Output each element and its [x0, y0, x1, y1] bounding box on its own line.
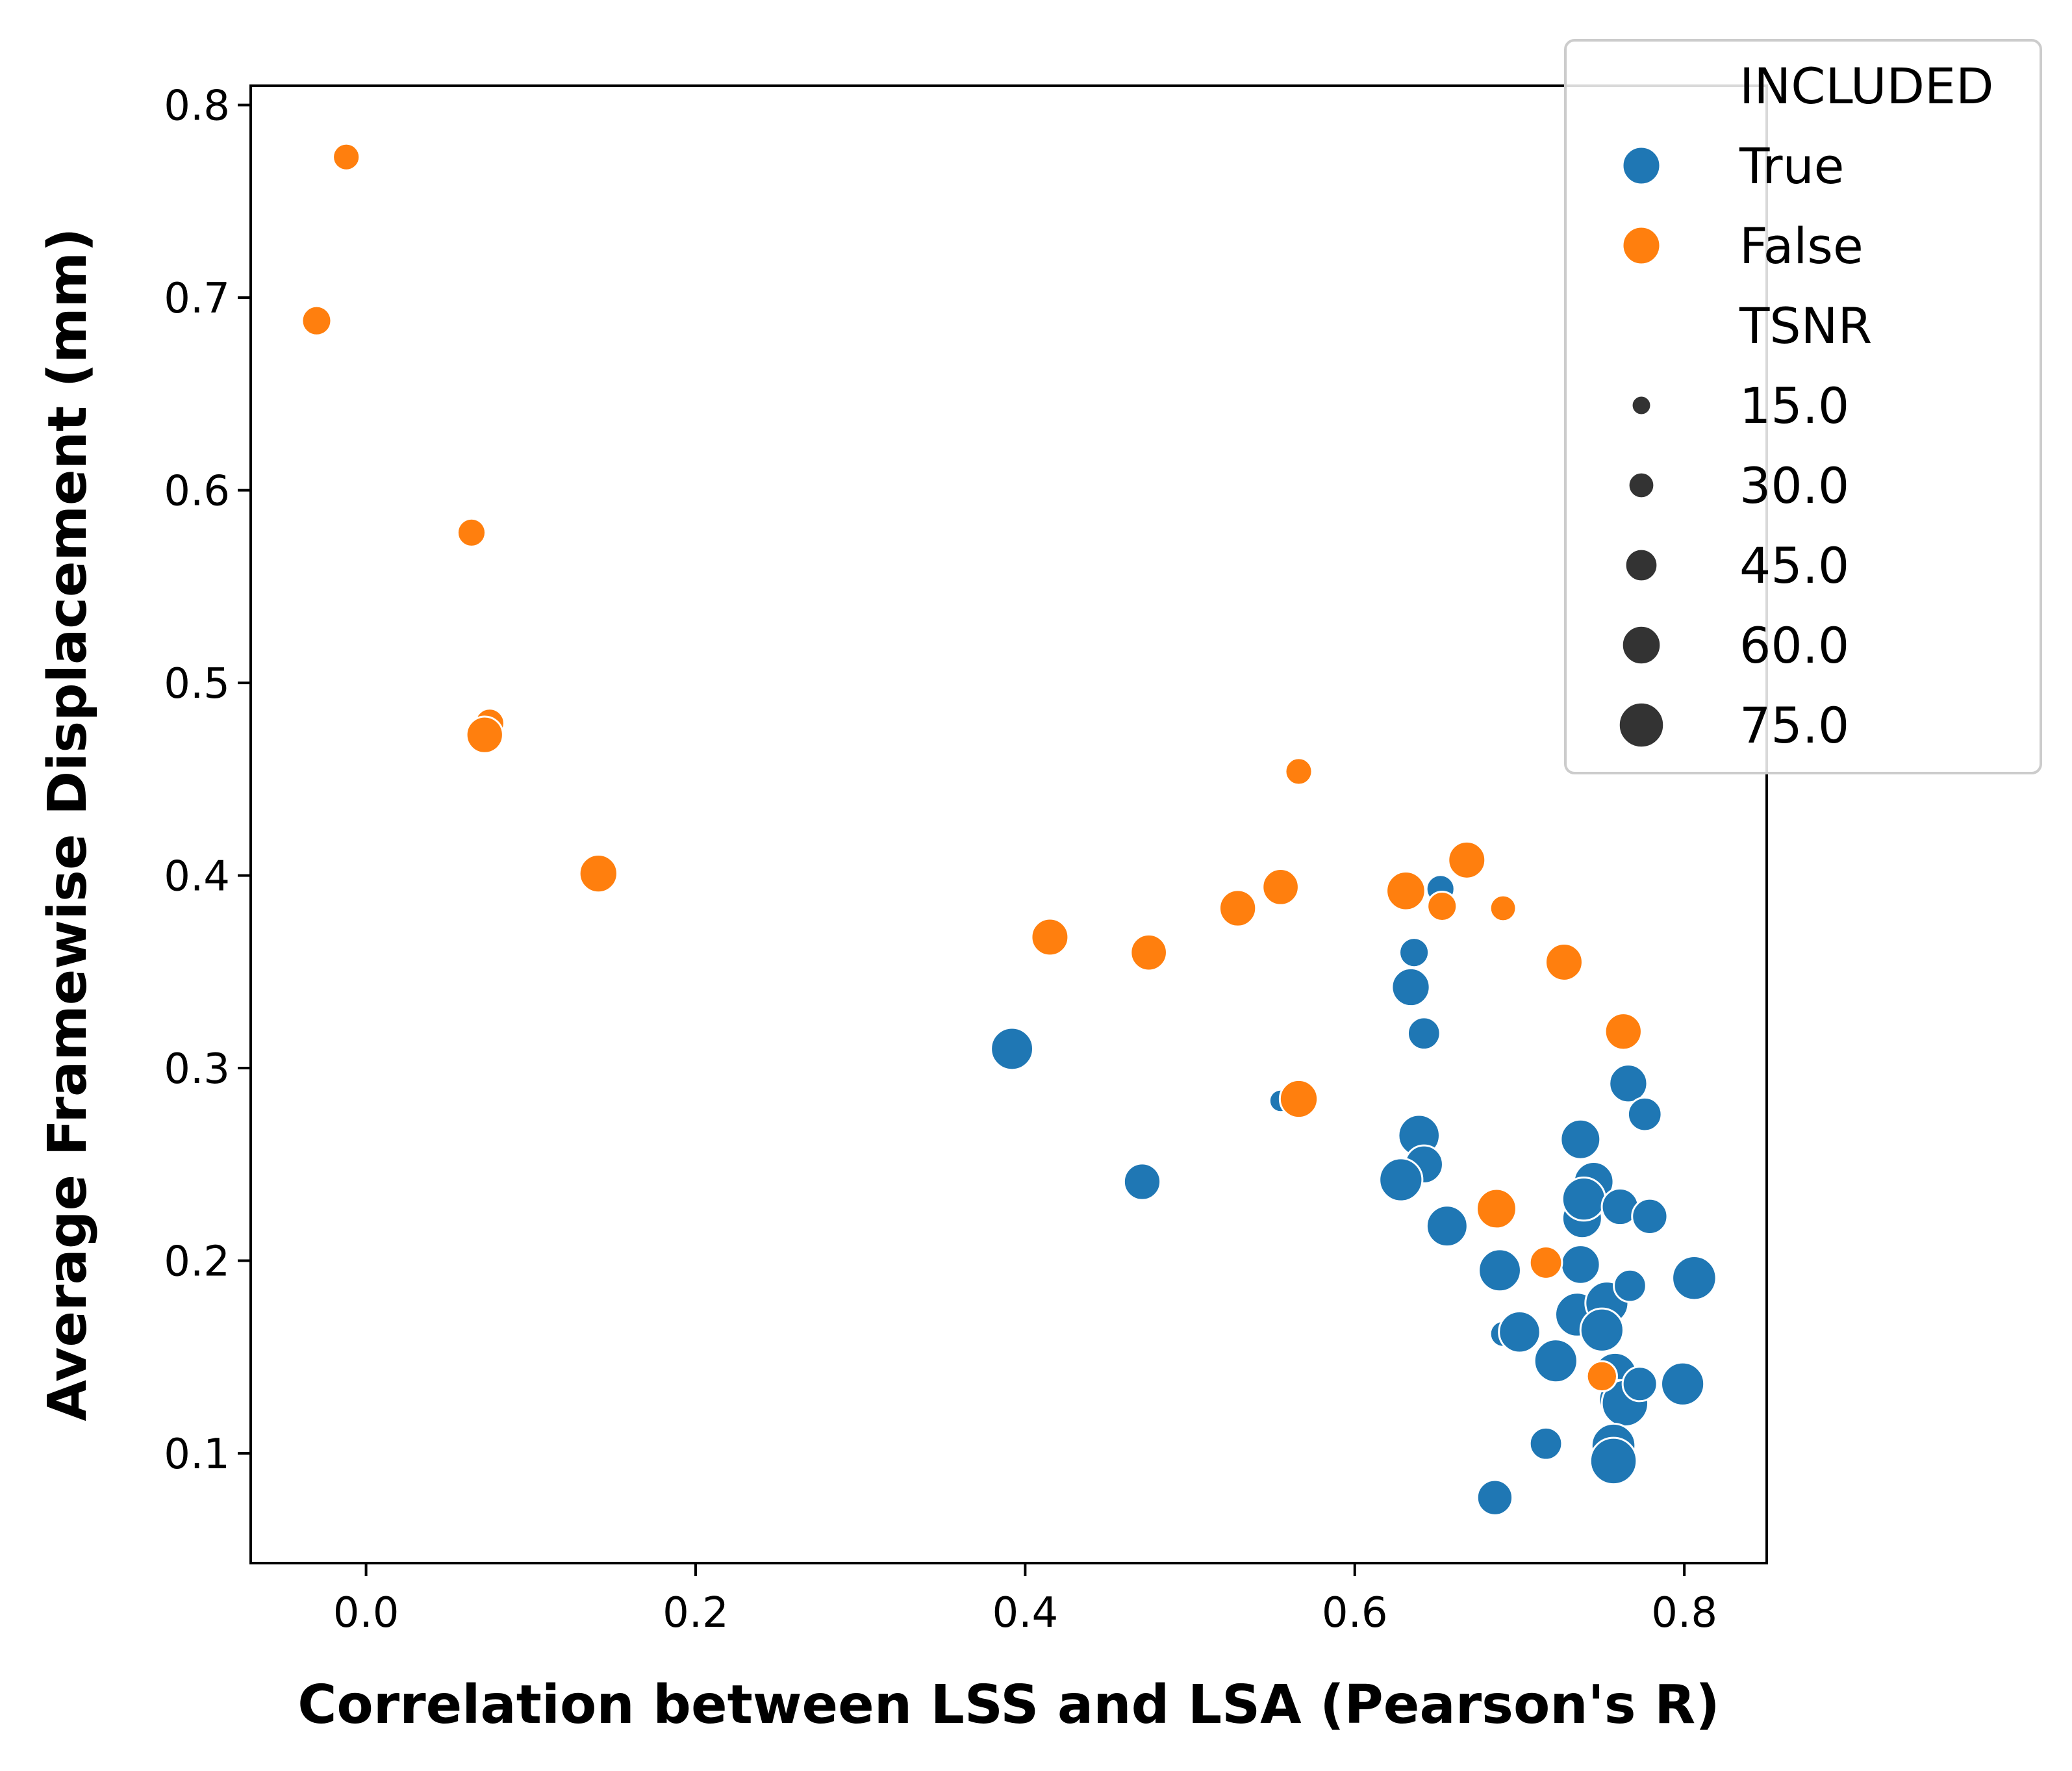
data-point-false-6: [1031, 919, 1068, 956]
legend-marker-true: [1623, 147, 1660, 185]
legend-label: 15.0: [1739, 377, 1849, 435]
data-point-true-6: [1408, 1017, 1440, 1050]
data-point-false-13: [1428, 891, 1457, 921]
legend-size-marker: [1628, 472, 1654, 498]
x-tick-label: 0.0: [333, 1589, 399, 1637]
data-point-true-36: [1673, 1256, 1717, 1300]
data-point-true-29: [1590, 1438, 1636, 1484]
y-tick-label: 0.5: [164, 660, 230, 708]
y-tick-label: 0.3: [164, 1045, 230, 1093]
data-point-false-4: [466, 717, 503, 753]
y-axis-title: Average Framewise Displacement (mm): [37, 227, 99, 1421]
data-point-true-37: [1661, 1362, 1704, 1405]
y-tick-label: 0.6: [164, 468, 230, 516]
y-tick-label: 0.2: [164, 1238, 230, 1286]
data-point-true-1: [1124, 1164, 1160, 1200]
y-tick-label: 0.1: [164, 1431, 230, 1479]
x-tick-label: 0.2: [663, 1589, 729, 1637]
y-tick-label: 0.4: [164, 853, 230, 901]
data-point-true-17: [1561, 1119, 1600, 1159]
data-point-false-1: [302, 306, 331, 335]
data-point-false-5: [579, 854, 617, 892]
legend-title: TSNR: [1739, 297, 1872, 355]
data-point-false-0: [333, 144, 360, 170]
data-point-true-13: [1499, 1311, 1541, 1353]
x-axis-title: Correlation between LSS and LSA (Pearson…: [297, 1674, 1720, 1736]
data-point-false-16: [1545, 944, 1582, 981]
legend-label: 60.0: [1739, 617, 1849, 674]
x-tick-label: 0.4: [992, 1589, 1058, 1637]
data-point-true-0: [991, 1028, 1033, 1070]
data-point-false-18: [1476, 1189, 1516, 1229]
data-point-false-7: [1131, 934, 1167, 971]
legend-size-marker: [1619, 702, 1664, 748]
legend-label: 30.0: [1739, 457, 1849, 515]
data-point-true-34: [1614, 1269, 1647, 1302]
legend-marker-false: [1623, 227, 1660, 264]
data-point-true-21: [1561, 1245, 1600, 1284]
legend-size-marker: [1625, 549, 1658, 581]
data-point-false-11: [1280, 1080, 1317, 1117]
legend-size-marker: [1632, 396, 1651, 415]
data-point-true-15: [1530, 1427, 1562, 1460]
legend-label: False: [1739, 217, 1864, 275]
data-point-true-20: [1562, 1178, 1605, 1221]
data-point-true-11: [1479, 1249, 1521, 1292]
x-tick-label: 0.6: [1322, 1589, 1388, 1637]
x-tick-label: 0.8: [1651, 1589, 1717, 1637]
y-tick-label: 0.7: [164, 275, 230, 323]
data-point-false-15: [1490, 895, 1516, 921]
legend-title: INCLUDED: [1739, 57, 1994, 115]
data-point-false-8: [1219, 890, 1256, 926]
legend-label: True: [1739, 137, 1844, 195]
data-point-true-9: [1380, 1158, 1422, 1201]
data-point-true-31: [1628, 1097, 1661, 1131]
legend-label: 75.0: [1739, 696, 1849, 754]
data-point-true-4: [1400, 938, 1429, 967]
data-point-false-9: [1263, 869, 1299, 906]
legend-label: 45.0: [1739, 537, 1849, 594]
data-point-true-5: [1392, 968, 1430, 1006]
legend-size-marker: [1622, 626, 1661, 665]
data-point-true-16: [1477, 1480, 1512, 1515]
data-point-false-2: [457, 518, 485, 546]
data-point-false-10: [1285, 758, 1312, 785]
data-point-false-19: [1530, 1247, 1562, 1279]
data-point-false-17: [1605, 1013, 1641, 1050]
data-point-false-12: [1387, 871, 1426, 910]
data-point-true-33: [1632, 1199, 1667, 1234]
y-tick-label: 0.8: [164, 83, 230, 131]
data-point-true-30: [1610, 1065, 1647, 1102]
legend: INCLUDED True False TSNR 15.0 30.0 45.0 60.0 75.…: [1565, 40, 2041, 773]
data-point-true-35: [1623, 1367, 1657, 1401]
data-point-true-14: [1534, 1340, 1577, 1382]
data-point-true-24: [1580, 1308, 1623, 1351]
data-point-false-20: [1587, 1361, 1617, 1391]
data-point-true-10: [1426, 1206, 1467, 1247]
data-point-false-14: [1448, 841, 1485, 878]
